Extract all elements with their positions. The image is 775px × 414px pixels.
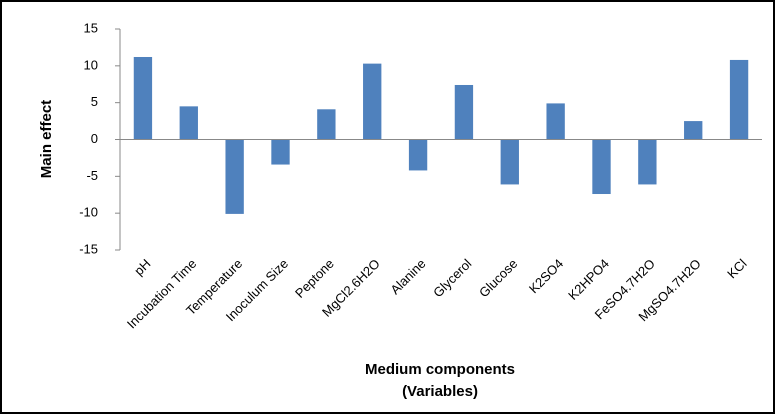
bar xyxy=(592,139,611,195)
bar xyxy=(133,56,153,140)
y-tick-label: 5 xyxy=(91,94,98,109)
y-tick-label: -15 xyxy=(79,241,98,256)
bar xyxy=(271,139,290,165)
y-axis-title: Main effect xyxy=(38,100,55,178)
bar xyxy=(454,84,474,140)
bar xyxy=(317,109,336,140)
y-tick-label: 10 xyxy=(84,57,98,72)
bar xyxy=(729,59,749,140)
y-tick-label: 0 xyxy=(91,131,98,146)
x-axis-title: (Variables) xyxy=(402,383,478,400)
x-axis-title: Medium components xyxy=(365,361,515,378)
y-tick-label: -10 xyxy=(79,205,98,220)
bar xyxy=(546,103,565,140)
bar xyxy=(225,139,244,214)
bar xyxy=(179,106,198,140)
bar xyxy=(500,139,519,185)
y-tick-label: 15 xyxy=(84,20,98,35)
bar xyxy=(684,121,703,140)
bar xyxy=(408,139,428,171)
y-tick-label: -5 xyxy=(86,168,98,183)
bar xyxy=(363,63,382,140)
bar xyxy=(638,139,657,185)
